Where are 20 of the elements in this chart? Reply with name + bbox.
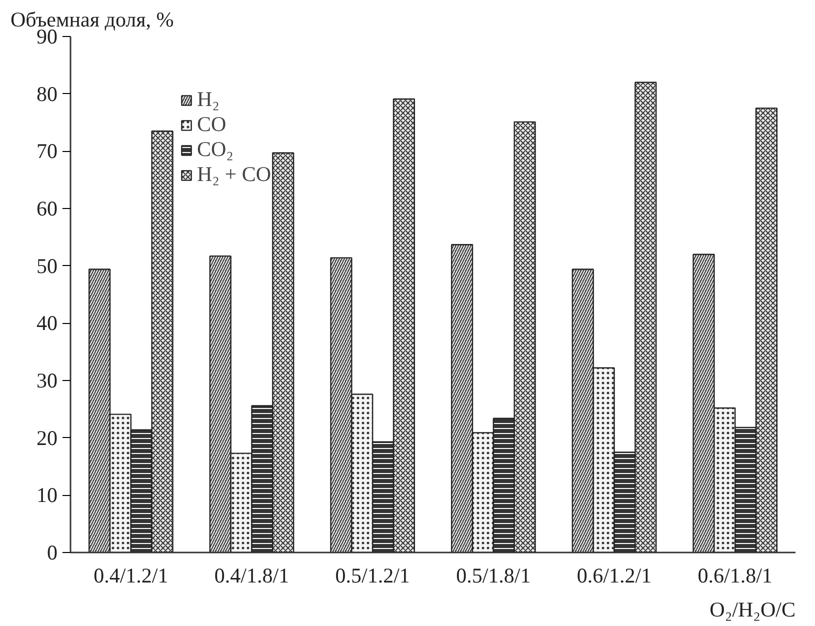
y-tick-label: 40	[36, 311, 58, 336]
x-tick-label: 0.6/1.8/1	[698, 564, 772, 588]
y-tick-label: 10	[36, 483, 58, 508]
legend-label: CO	[197, 112, 226, 137]
y-tick-label: 60	[36, 196, 58, 220]
y-tick-label: 30	[36, 368, 58, 392]
legend-label: H₂ + CO	[197, 162, 272, 187]
x-tick-label: 0.4/1.8/1	[214, 564, 290, 588]
y-tick-label: 50	[36, 254, 58, 278]
y-tick-label: 70	[36, 139, 58, 164]
legend-label: H₂	[197, 87, 220, 112]
x-tick-label: 0.5/1.2/1	[335, 564, 410, 588]
legend-label: CO₂	[197, 137, 234, 162]
y-tick-label: 20	[36, 426, 58, 450]
x-tick-label: 0.5/1.8/1	[456, 564, 531, 588]
x-tick-label: 0.6/1.2/1	[576, 564, 652, 588]
y-tick-label: 80	[36, 82, 58, 106]
y-tick-label: 0	[47, 540, 58, 564]
x-tick-label: 0.4/1.2/1	[94, 564, 168, 588]
x-axis-title: O₂/H₂O/C	[710, 598, 796, 622]
